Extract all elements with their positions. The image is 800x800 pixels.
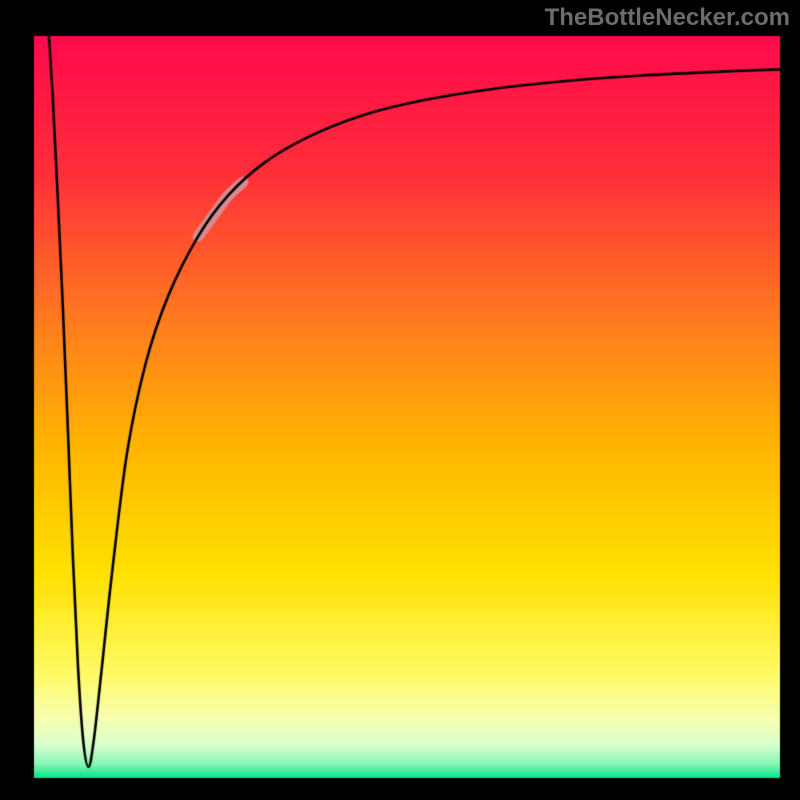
- chart-root: TheBottleNecker.com: [0, 0, 800, 800]
- watermark-text: TheBottleNecker.com: [545, 4, 790, 32]
- bottleneck-curve-chart: [0, 0, 800, 800]
